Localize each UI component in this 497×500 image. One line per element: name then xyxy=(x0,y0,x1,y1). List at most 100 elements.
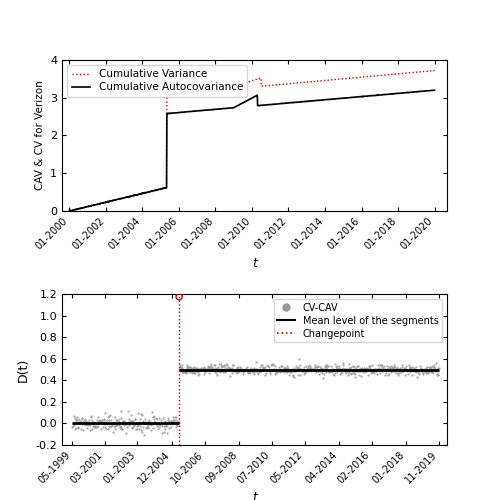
Point xyxy=(109,428,117,436)
Point xyxy=(128,424,136,432)
Point xyxy=(433,370,441,378)
Point xyxy=(118,425,126,433)
Point xyxy=(122,420,130,428)
Point xyxy=(413,366,421,374)
Point xyxy=(220,362,228,370)
Point xyxy=(409,371,416,379)
Point xyxy=(105,412,113,420)
Point xyxy=(358,368,366,376)
Point xyxy=(250,370,258,378)
Point xyxy=(283,368,291,376)
Point xyxy=(172,416,180,424)
Point xyxy=(183,362,191,370)
Point xyxy=(244,369,251,377)
Point xyxy=(142,419,150,427)
Point xyxy=(164,414,172,422)
Point xyxy=(253,366,261,374)
Point xyxy=(293,365,301,373)
Point xyxy=(355,370,363,378)
Point xyxy=(404,366,412,374)
Point xyxy=(191,364,199,372)
Point xyxy=(229,366,237,374)
Point xyxy=(83,420,91,428)
X-axis label: t: t xyxy=(252,257,257,270)
Point xyxy=(226,364,234,372)
Point xyxy=(291,367,299,375)
Cumulative Autocovariance xyxy=(258,102,264,108)
Point xyxy=(271,362,279,370)
Point xyxy=(199,364,207,372)
Point xyxy=(191,369,199,377)
Point xyxy=(206,362,214,370)
Point xyxy=(371,364,379,372)
Point xyxy=(241,366,248,374)
Point xyxy=(283,362,291,370)
Point xyxy=(69,422,77,430)
Cumulative Autocovariance xyxy=(115,196,121,202)
Point xyxy=(301,368,309,376)
Point xyxy=(330,370,338,378)
Point xyxy=(106,411,114,419)
Point xyxy=(286,366,294,374)
Point xyxy=(165,424,173,432)
Point xyxy=(135,418,143,426)
Point xyxy=(182,366,190,374)
Point xyxy=(296,361,304,369)
Point xyxy=(141,416,149,424)
Point xyxy=(262,370,270,378)
Point xyxy=(253,368,261,376)
Point xyxy=(187,365,195,373)
Point xyxy=(403,366,411,374)
Point xyxy=(365,362,373,370)
Point xyxy=(157,420,165,428)
Point xyxy=(189,364,197,372)
Point xyxy=(331,369,339,377)
Point xyxy=(91,422,99,430)
Point xyxy=(415,369,423,377)
Cumulative Variance xyxy=(128,193,134,199)
Point xyxy=(423,368,431,376)
Point xyxy=(178,360,186,368)
Point xyxy=(80,426,87,434)
Point xyxy=(288,366,296,374)
Point xyxy=(89,418,97,426)
Point xyxy=(357,372,365,380)
Point xyxy=(305,360,313,368)
Point xyxy=(361,368,369,376)
Point xyxy=(111,425,119,433)
Point xyxy=(343,366,351,374)
Point xyxy=(425,363,433,371)
Point xyxy=(92,423,100,431)
Point xyxy=(137,410,145,418)
Point xyxy=(94,418,102,426)
Point xyxy=(425,367,433,375)
Point xyxy=(214,367,222,375)
Point xyxy=(342,365,350,373)
Point xyxy=(306,365,314,373)
Point xyxy=(127,417,135,425)
Point xyxy=(332,362,340,370)
Point xyxy=(85,420,93,428)
Point xyxy=(427,366,435,374)
Point xyxy=(104,425,112,433)
Point xyxy=(212,370,220,378)
Point xyxy=(96,419,104,427)
Point xyxy=(408,363,416,371)
Point xyxy=(116,422,124,430)
Point xyxy=(394,368,402,376)
Point xyxy=(416,362,424,370)
Point xyxy=(434,370,442,378)
Point xyxy=(280,364,288,372)
Point xyxy=(360,364,368,372)
Point xyxy=(369,367,377,375)
Point xyxy=(86,412,94,420)
Cumulative Autocovariance xyxy=(128,194,134,200)
Point xyxy=(196,366,204,374)
Point xyxy=(148,408,156,416)
Point xyxy=(190,369,198,377)
Point xyxy=(134,409,142,417)
Point xyxy=(145,424,153,432)
Point xyxy=(75,424,83,432)
Point xyxy=(156,414,164,422)
Point xyxy=(254,370,262,378)
